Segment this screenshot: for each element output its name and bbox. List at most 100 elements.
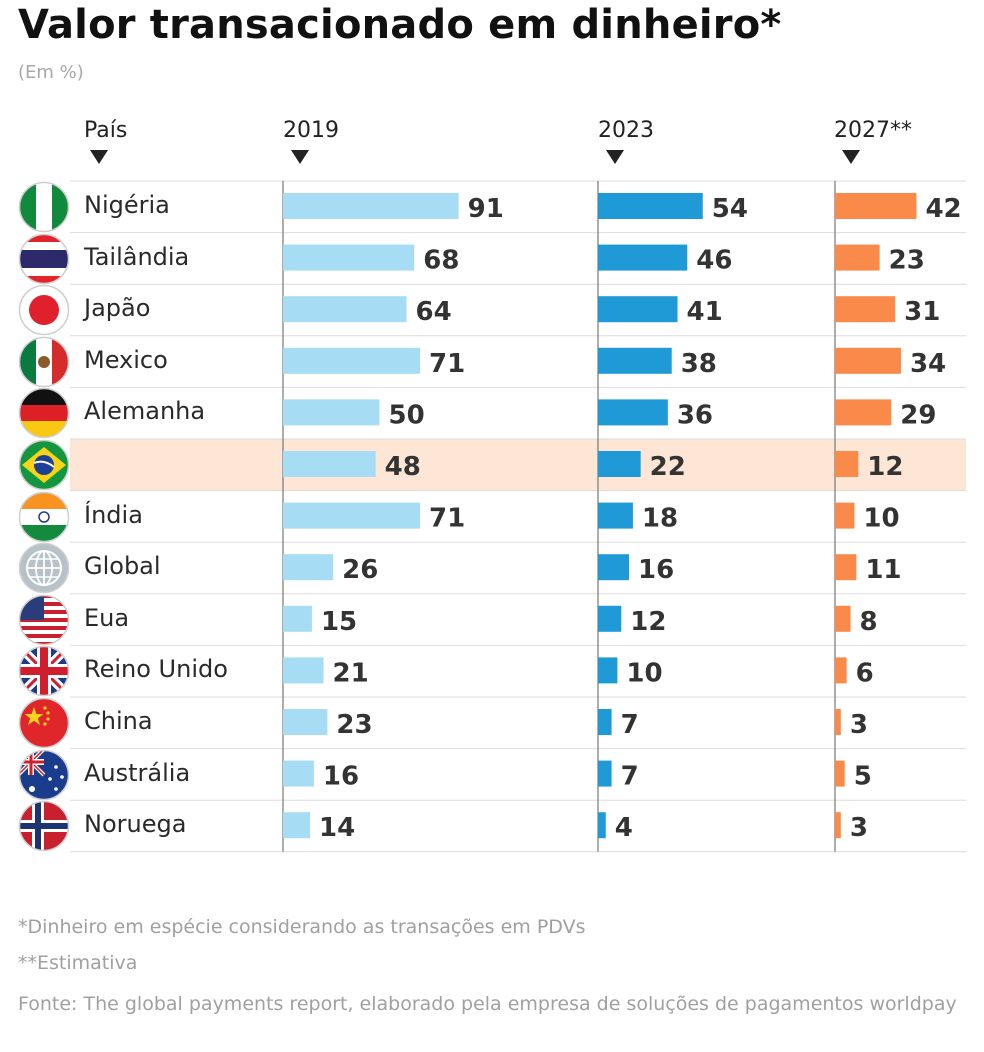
value-label-2019: 68 [423,246,459,276]
bar-2023 [598,296,678,323]
bar-2019 [283,399,380,426]
bar-2027 [835,554,857,581]
footnote-cash: *Dinheiro em espécie considerando as tra… [18,916,586,938]
bar-2019 [283,347,421,374]
bar-2023 [598,502,633,529]
thailand-flag-icon [18,233,70,285]
india-flag-icon [18,491,70,543]
bar-2019 [283,244,415,271]
value-label-2027: 34 [910,349,946,379]
value-label-2027: 31 [904,297,940,327]
bar-2019 [283,554,334,581]
value-label-2027: 6 [856,658,874,688]
source-note: Fonte: The global payments report, elabo… [18,993,957,1015]
value-label-2019: 91 [468,194,504,224]
country-label: Japão [84,294,151,323]
bar-2027 [835,657,847,684]
bar-2019 [283,193,459,219]
nigeria-flag-icon [18,181,70,233]
value-label-2019: 50 [389,400,425,430]
footnote-estimate: **Estimativa [18,952,138,974]
bar-2027 [835,760,845,787]
value-label-2027: 11 [865,555,901,585]
value-label-2019: 71 [429,349,465,379]
bar-2023 [598,760,612,787]
bar-2027 [835,812,841,839]
value-label-2027: 29 [900,400,936,430]
bar-2027 [835,605,851,632]
globe-icon [18,542,70,594]
sort-arrow-icon [606,150,624,164]
bar-2027 [835,502,855,529]
value-label-2019: 21 [333,658,369,688]
bar-2019 [283,760,314,787]
japan-flag-icon [18,284,70,336]
country-label: China [84,707,153,735]
bar-2023 [598,193,703,219]
usa-flag-icon [18,594,70,646]
country-label: Índia [84,500,143,529]
column-header-2027: 2027** [834,118,912,143]
value-label-2019: 48 [385,452,421,482]
value-label-2027: 5 [854,762,872,792]
value-label-2023: 41 [687,297,723,327]
value-label-2027: 10 [863,504,899,534]
value-label-2023: 4 [615,813,633,843]
sort-arrow-icon [90,150,108,164]
bar-2023 [598,244,688,271]
bar-2023 [598,347,672,374]
highlight-row [70,439,966,491]
value-label-2019: 71 [429,504,465,534]
value-label-2023: 38 [681,349,717,379]
bar-2023 [598,605,622,632]
bar-2027 [835,709,841,735]
bar-2027 [835,296,896,323]
mexico-flag-icon [18,336,70,388]
value-label-2023: 10 [626,658,662,688]
bar-2023 [598,709,612,735]
column-header-country: País [84,118,128,143]
bar-2023 [598,451,641,477]
bar-2027 [835,244,880,271]
bar-2019 [283,451,376,477]
bar-2023 [598,399,668,426]
germany-flag-icon [18,387,70,439]
value-label-2023: 54 [712,194,748,224]
value-label-2027: 12 [867,452,903,482]
bar-2027 [835,193,917,219]
chart-subtitle: (Em %) [18,62,84,83]
country-label: Tailândia [84,242,190,271]
value-label-2019: 15 [321,607,357,637]
value-label-2023: 12 [630,607,666,637]
value-label-2023: 22 [650,452,686,482]
brazil-flag-icon [18,439,70,491]
value-label-2023: 7 [621,762,639,792]
bar-2023 [598,554,630,581]
column-header-2023: 2023 [598,118,654,143]
value-label-2023: 18 [642,504,678,534]
sort-arrow-icon [291,150,309,164]
value-label-2027: 23 [889,246,925,276]
value-label-2019: 16 [323,762,359,792]
country-label: Global [84,552,161,581]
bar-2027 [835,451,859,477]
country-label: Alemanha [84,397,206,426]
value-label-2027: 42 [925,194,961,224]
bar-2019 [283,709,328,735]
value-label-2023: 36 [677,400,713,430]
value-label-2027: 3 [850,813,868,843]
bar-2027 [835,399,892,426]
bar-2027 [835,347,901,374]
chart-title: Valor transacionado em dinheiro* [18,2,782,48]
value-label-2027: 3 [850,710,868,740]
sort-arrow-icon [842,150,860,164]
bar-2019 [283,812,311,839]
value-label-2027: 8 [860,607,878,637]
china-flag-icon [18,697,70,749]
country-label: Austrália [84,758,191,787]
value-label-2023: 7 [621,710,639,740]
uk-flag-icon [18,645,70,697]
value-label-2019: 14 [319,813,355,843]
norway-flag-icon [18,800,70,852]
